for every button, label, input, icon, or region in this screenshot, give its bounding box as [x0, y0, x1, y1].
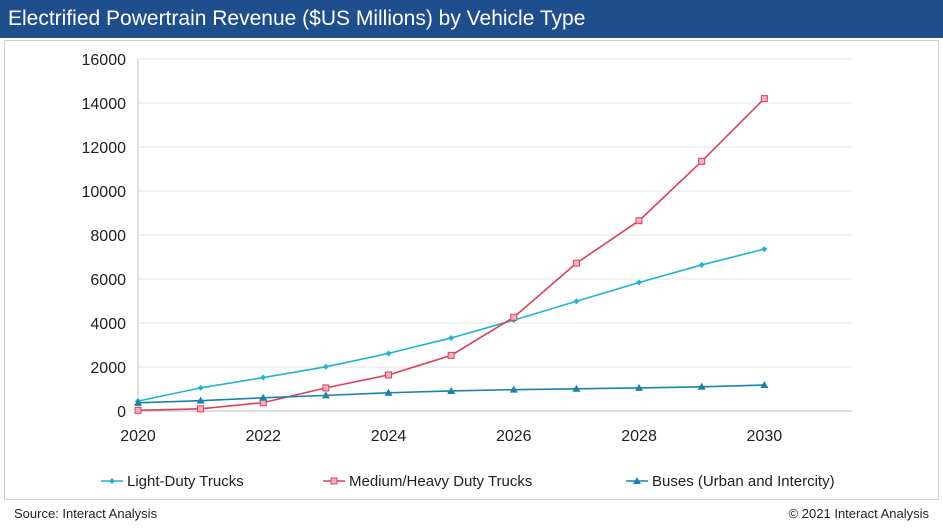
y-tick-label: 0: [117, 404, 126, 421]
x-tick-label: 2022: [245, 428, 281, 445]
data-point: [635, 383, 644, 391]
data-point: [635, 217, 643, 225]
series-1: [135, 246, 768, 405]
data-point: [385, 371, 393, 379]
data-point: [134, 406, 142, 414]
data-point: [134, 398, 142, 406]
data-point: [197, 384, 204, 391]
data-point: [698, 261, 705, 268]
data-point: [448, 334, 455, 341]
x-tick-label: 2026: [496, 428, 532, 445]
line-chart: 0 2000 4000 6000 8000 10000 12000 14000 16000 20…: [82, 52, 852, 490]
legend-marker: [330, 477, 338, 485]
x-axis-ticks: 2020 2022 2024 2026 2028 2030: [120, 428, 782, 445]
series-3: [134, 381, 769, 406]
series-line: [137, 98, 765, 412]
x-tick-label: 2024: [371, 428, 407, 445]
legend-label: Buses (Urban and Intercity): [652, 473, 835, 490]
source-note: Source: Interact Analysis: [14, 506, 158, 521]
data-point: [196, 396, 205, 404]
data-point: [384, 388, 393, 396]
x-tick-label: 2020: [120, 428, 156, 445]
data-point: [259, 393, 268, 401]
y-tick-label: 6000: [90, 272, 126, 289]
legend-marker: [633, 477, 641, 484]
data-point: [697, 382, 706, 390]
data-point: [197, 405, 205, 413]
legend: Light-Duty Trucks Medium/Heavy Duty Truck…: [101, 473, 835, 490]
data-point: [260, 374, 267, 381]
data-point: [447, 386, 456, 394]
copyright-note: © 2021 Interact Analysis: [788, 506, 929, 521]
series-2: [134, 95, 768, 414]
data-point: [385, 350, 392, 357]
series-line: [137, 248, 765, 402]
y-tick-label: 16000: [82, 52, 127, 69]
data-point: [447, 351, 455, 359]
data-point: [322, 363, 329, 370]
legend-item: Medium/Heavy Duty Trucks: [323, 473, 532, 490]
data-point: [760, 381, 769, 389]
legend-item: Light-Duty Trucks: [101, 473, 244, 490]
y-tick-label: 8000: [90, 228, 126, 245]
series-group: [134, 95, 769, 414]
data-point: [760, 95, 768, 103]
chart-frame: 0 2000 4000 6000 8000 10000 12000 14000 16000 20…: [4, 40, 939, 500]
data-point: [322, 384, 330, 392]
y-tick-label: 14000: [82, 96, 127, 113]
data-point: [509, 385, 518, 393]
data-point: [572, 259, 580, 267]
legend-item: Buses (Urban and Intercity): [626, 473, 835, 490]
data-point: [572, 384, 581, 392]
x-tick-label: 2028: [621, 428, 657, 445]
data-point: [510, 313, 518, 321]
chart-title: Electrified Powertrain Revenue ($US Mill…: [0, 0, 943, 38]
data-point: [573, 298, 580, 305]
data-point: [321, 391, 330, 399]
data-point: [761, 246, 768, 253]
y-tick-label: 2000: [90, 360, 126, 377]
y-tick-label: 10000: [82, 184, 127, 201]
y-tick-label: 12000: [82, 140, 127, 157]
x-tick-label: 2030: [747, 428, 783, 445]
data-point: [698, 157, 706, 165]
data-point: [636, 279, 643, 286]
gridlines: [137, 58, 852, 412]
legend-marker: [109, 478, 115, 484]
legend-label: Medium/Heavy Duty Trucks: [349, 473, 532, 490]
legend-label: Light-Duty Trucks: [127, 473, 244, 490]
y-axis-ticks: 0 2000 4000 6000 8000 10000 12000 14000 16000: [82, 52, 127, 421]
y-tick-label: 4000: [90, 316, 126, 333]
